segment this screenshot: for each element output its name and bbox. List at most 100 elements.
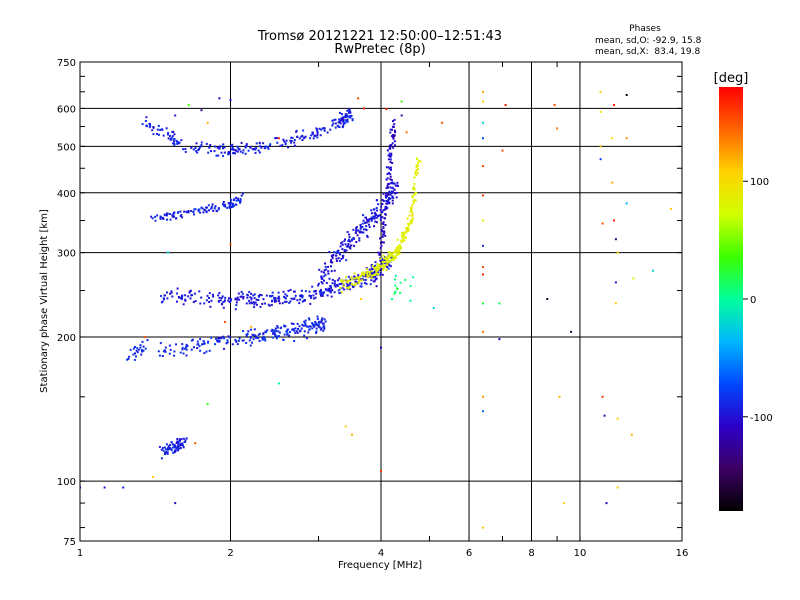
data-point [218,291,221,294]
data-point [348,108,351,111]
data-point [212,295,215,298]
data-point [370,216,373,219]
data-point [482,194,484,197]
data-point [482,219,484,222]
data-point [391,128,394,131]
data-point [285,300,288,303]
data-point [310,295,313,298]
data-point [398,250,401,253]
data-point [237,292,240,295]
data-point [311,327,314,330]
data-point [232,204,235,207]
data-point [350,114,353,117]
data-point [392,134,395,136]
data-point [356,234,359,237]
data-point [382,233,384,236]
data-point [255,142,258,145]
data-point [200,109,203,112]
data-point [380,205,383,208]
data-point [366,236,369,239]
data-point [255,298,258,301]
data-point [321,317,324,320]
data-point [206,294,209,297]
data-point [293,141,296,144]
data-point [225,342,228,345]
data-point [348,238,350,241]
data-point [304,135,307,138]
data-point [343,121,346,124]
data-point [354,232,357,234]
data-point [379,259,382,262]
data-point [347,240,350,242]
data-point [233,198,236,201]
data-point [223,347,225,350]
data-point [415,166,418,168]
data-point [190,339,193,342]
data-point [197,208,200,211]
data-point [410,218,413,221]
data-point [205,299,208,302]
data-point [152,476,155,478]
data-point [482,526,484,529]
data-point [166,452,169,455]
data-point [241,151,244,154]
data-point [387,182,390,185]
data-point [412,276,415,279]
data-point [127,357,130,360]
data-point [403,231,405,234]
data-point [326,289,329,292]
data-point [226,339,229,342]
data-point [316,130,319,133]
data-point [382,260,385,263]
data-point [194,442,197,445]
data-point [285,139,288,142]
data-point [331,278,334,281]
data-point [361,274,364,277]
data-point [281,144,284,147]
data-point [385,192,388,195]
data-point [169,444,171,447]
data-point [267,147,270,150]
data-point [394,290,397,293]
data-point [377,251,380,254]
data-point [320,321,322,324]
data-point [211,203,214,206]
data-point [157,125,160,127]
data-point [412,187,414,190]
data-point [391,195,394,198]
data-point [157,350,160,353]
data-point [239,201,242,204]
data-point [296,331,299,334]
data-point [601,222,604,225]
data-point [385,202,388,205]
data-point [202,211,205,214]
data-point [362,228,365,231]
data-point [386,177,389,180]
data-point [365,225,368,228]
data-point [322,329,325,332]
data-point [349,278,352,281]
data-point [390,182,393,185]
data-point [367,275,370,278]
data-point [271,336,274,339]
data-point [366,276,369,279]
data-point [287,146,290,149]
data-point [288,301,291,304]
data-points [80,90,672,529]
data-point [258,151,261,154]
data-point [315,330,318,333]
data-point [317,324,320,327]
data-point [293,329,296,332]
data-point [242,339,245,342]
data-point [156,132,158,135]
data-point [389,265,392,268]
data-point [194,147,197,149]
data-point [173,138,176,140]
data-point [159,342,162,345]
data-point [167,133,169,136]
data-point [400,234,403,237]
data-point [625,94,628,96]
data-point [183,347,186,350]
data-point [385,263,388,266]
data-point [257,337,260,340]
